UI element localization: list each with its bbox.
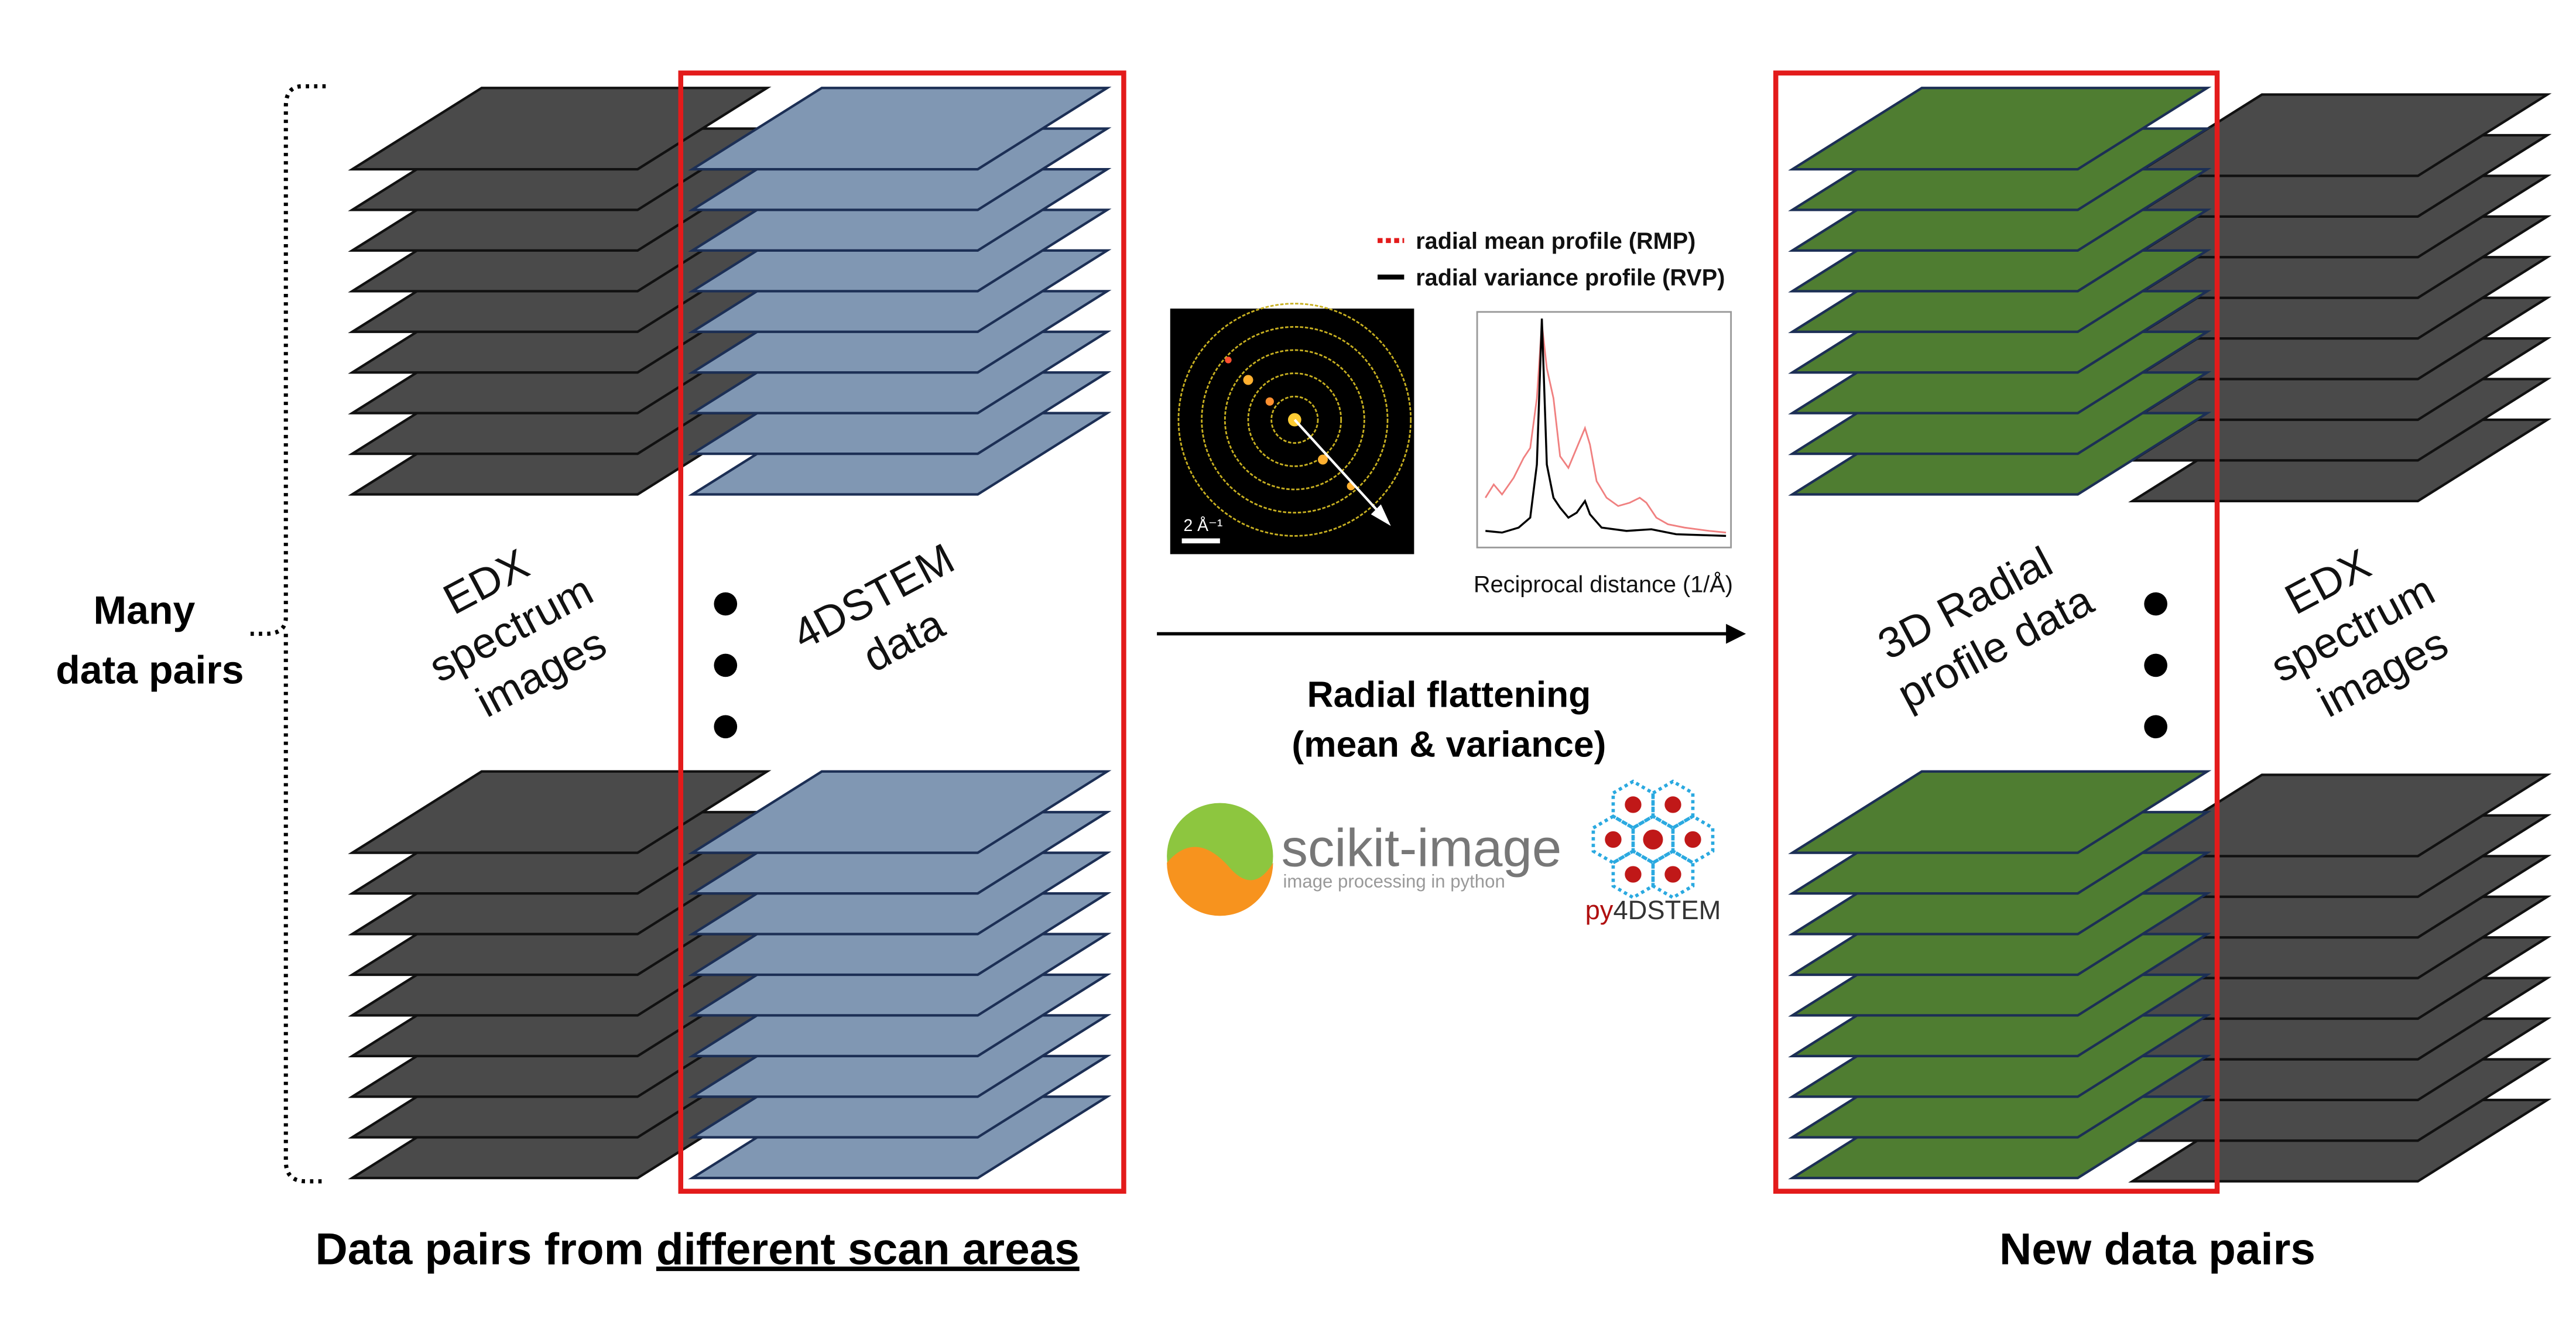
data-plate xyxy=(348,770,772,854)
highlight-box xyxy=(678,70,1126,1194)
scale-bar-label: 2 Å⁻¹ xyxy=(1183,516,1222,535)
logo-suffix: 4DSTEM xyxy=(1613,895,1721,925)
logo-text: py4DSTEM xyxy=(1585,895,1721,925)
axis-label: Reciprocal distance (1/Å) xyxy=(1474,572,1733,598)
side-label: Many data pairs xyxy=(56,588,244,693)
radial-label: 3D Radial profile data xyxy=(1865,529,2101,718)
edx-label: EDX spectrum images xyxy=(396,513,636,738)
data-plate xyxy=(1788,87,2212,171)
logo-text: scikit-image xyxy=(1282,818,1562,878)
side-label-line: Many xyxy=(94,588,196,633)
bracket xyxy=(249,84,326,1184)
profile-plot: Reciprocal distance (1/Å) xyxy=(1474,311,1733,598)
legend-text: radial mean profile (RMP) xyxy=(1416,228,1695,254)
py4dstem-logo: py4DSTEM xyxy=(1585,779,1721,925)
data-plate xyxy=(688,770,1112,854)
edx-label: EDX spectrum images xyxy=(2238,513,2478,738)
logo-prefix: py xyxy=(1585,895,1614,925)
diffraction-image: 2 Å⁻¹ xyxy=(1170,303,1414,554)
caption: New data pairs xyxy=(1999,1224,2315,1274)
caption-underlined: different scan areas xyxy=(656,1224,1080,1274)
caption-part: Data pairs from xyxy=(315,1224,656,1274)
fourdstem-label: 4DSTEM data xyxy=(785,528,997,705)
legend-text: radial variance profile (RVP) xyxy=(1416,265,1725,290)
ellipsis-dots xyxy=(714,592,2167,739)
process-title: Radial flattening xyxy=(1307,674,1591,715)
data-plate xyxy=(688,87,1112,171)
highlight-box xyxy=(1773,70,2220,1194)
logo-tagline: image processing in python xyxy=(1283,871,1505,892)
arrowhead xyxy=(1726,623,1746,644)
scikit-image-logo: scikit-image image processing in python xyxy=(1167,803,1561,916)
data-plate xyxy=(348,87,772,171)
caption: Data pairs from different scan areas xyxy=(315,1224,1079,1274)
process-title: (mean & variance) xyxy=(1292,724,1606,765)
side-label-line: data pairs xyxy=(56,648,244,693)
stacks xyxy=(348,87,2552,1183)
data-plate xyxy=(1788,770,2212,854)
